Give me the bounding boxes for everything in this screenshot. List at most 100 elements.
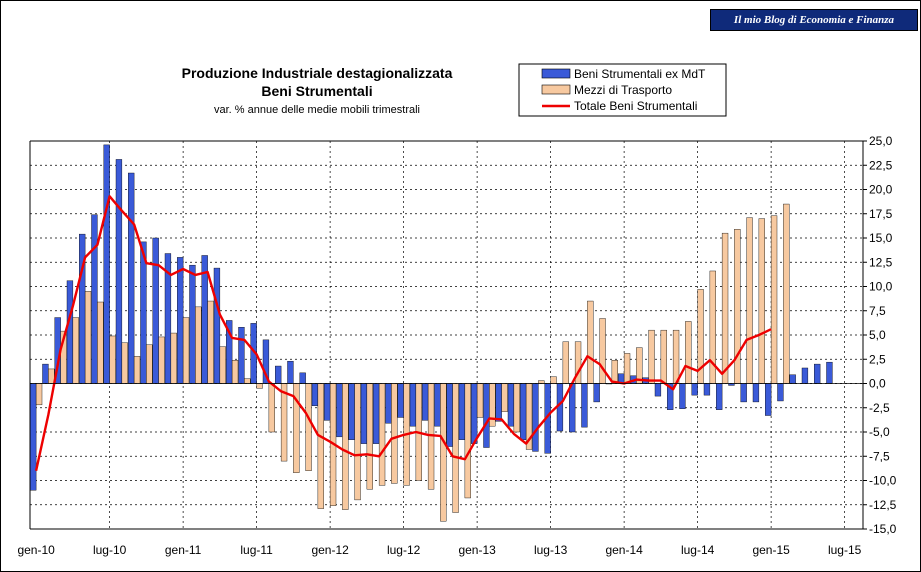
x-tick-label: lug-10 bbox=[93, 543, 127, 557]
bar-mezzi-di-trasporto bbox=[501, 383, 508, 412]
bar-beni-strumentali bbox=[422, 383, 429, 421]
y-tick-label: 17,5 bbox=[869, 207, 893, 221]
chart-subtitle: var. % annue delle medie mobili trimestr… bbox=[214, 104, 420, 116]
bar-mezzi-di-trasporto bbox=[231, 360, 239, 384]
bar-beni-strumentali bbox=[740, 383, 747, 403]
series-mezzi-di-trasporto bbox=[35, 203, 790, 522]
bar-beni-strumentali bbox=[703, 383, 711, 396]
bar-mezzi-di-trasporto bbox=[636, 347, 643, 384]
x-tick-label: gen-11 bbox=[165, 543, 202, 557]
x-tick-label: lug-11 bbox=[240, 543, 273, 557]
y-tick-label: 25,0 bbox=[869, 134, 893, 148]
bar-mezzi-di-trasporto bbox=[391, 383, 398, 484]
bar-mezzi-di-trasporto bbox=[268, 383, 275, 433]
y-tick-label: -10,0 bbox=[869, 474, 897, 488]
y-tick-label: 15,0 bbox=[869, 231, 893, 245]
x-tick-label: gen-12 bbox=[311, 543, 349, 557]
bar-beni-strumentali bbox=[765, 383, 772, 416]
bar-beni-strumentali bbox=[471, 383, 478, 444]
y-tick-labels: -15,0 -12,5 -10,0 -7,5 -5,0 -2,5 0,0 2,5 5,0 7,5 1… bbox=[869, 134, 897, 536]
y-tick-label: -2,5 bbox=[869, 401, 890, 415]
bar-mezzi-di-trasporto bbox=[685, 321, 692, 384]
bar-mezzi-di-trasporto bbox=[109, 335, 116, 384]
y-tick-label: 2,5 bbox=[869, 352, 886, 366]
bar-mezzi-di-trasporto bbox=[783, 203, 790, 384]
bar-mezzi-di-trasporto bbox=[452, 383, 459, 513]
bar-mezzi-di-trasporto bbox=[366, 383, 373, 490]
bar-beni-strumentali bbox=[679, 383, 686, 409]
y-tick-label: 22,5 bbox=[869, 158, 893, 172]
y-tick-label: 20,0 bbox=[869, 183, 893, 197]
bar-mezzi-di-trasporto bbox=[354, 383, 361, 501]
bar-mezzi-di-trasporto bbox=[770, 215, 778, 384]
bar-beni-strumentali bbox=[275, 365, 282, 384]
bar-mezzi-di-trasporto bbox=[35, 383, 43, 406]
bar-beni-strumentali bbox=[446, 383, 453, 447]
x-tick-label: gen-15 bbox=[752, 543, 790, 557]
bar-beni-strumentali bbox=[495, 383, 502, 422]
bar-beni-strumentali bbox=[434, 383, 441, 427]
bar-beni-strumentali bbox=[311, 383, 319, 407]
bar-mezzi-di-trasporto bbox=[464, 383, 471, 499]
legend-swatch-beni-strumentali bbox=[541, 68, 571, 79]
bar-mezzi-di-trasporto bbox=[746, 217, 753, 384]
bar-beni-strumentali bbox=[385, 383, 392, 424]
bar-beni-strumentali bbox=[409, 383, 417, 427]
bar-mezzi-di-trasporto bbox=[587, 300, 594, 384]
bar-beni-strumentali bbox=[299, 372, 306, 384]
bar-mezzi-di-trasporto bbox=[672, 329, 680, 384]
axes bbox=[29, 140, 867, 530]
legend-label-beni-strumentali: Beni Strumentali ex MdT bbox=[574, 67, 706, 81]
bar-mezzi-di-trasporto bbox=[146, 344, 153, 384]
bar-mezzi-di-trasporto bbox=[538, 380, 545, 384]
bar-mezzi-di-trasporto bbox=[648, 329, 655, 384]
x-tick-label: gen-10 bbox=[17, 543, 55, 557]
bar-mezzi-di-trasporto bbox=[758, 218, 765, 384]
bar-beni-strumentali bbox=[777, 383, 784, 402]
bar-beni-strumentali bbox=[336, 383, 343, 438]
blog-brand-label: Il mio Blog di Economia e Finanza bbox=[710, 9, 918, 31]
bar-beni-strumentali bbox=[66, 280, 74, 384]
y-tick-label: -15,0 bbox=[869, 522, 897, 536]
bar-beni-strumentali bbox=[483, 383, 490, 448]
bar-mezzi-di-trasporto bbox=[721, 232, 729, 384]
bar-beni-strumentali bbox=[324, 383, 331, 421]
bar-beni-strumentali bbox=[520, 383, 527, 440]
bar-beni-strumentali bbox=[360, 383, 368, 444]
bar-beni-strumentali bbox=[581, 383, 588, 428]
bar-mezzi-di-trasporto bbox=[476, 383, 484, 418]
bar-mezzi-di-trasporto bbox=[440, 383, 447, 522]
x-tick-label: lug-15 bbox=[828, 543, 862, 557]
bar-beni-strumentali bbox=[128, 172, 135, 384]
legend: Beni Strumentali ex MdT Mezzi di Traspor… bbox=[518, 63, 727, 117]
bar-beni-strumentali bbox=[177, 257, 184, 384]
y-tick-label: 0,0 bbox=[869, 377, 886, 391]
bar-beni-strumentali bbox=[507, 383, 515, 427]
bar-beni-strumentali bbox=[189, 264, 196, 384]
bar-beni-strumentali bbox=[801, 367, 809, 384]
x-tick-label: lug-14 bbox=[681, 543, 715, 557]
chart-title-2: Beni Strumentali bbox=[261, 83, 372, 99]
bar-beni-strumentali bbox=[42, 363, 49, 384]
bar-beni-strumentali bbox=[752, 383, 760, 403]
legend-label-mezzi-di-trasporto: Mezzi di Trasporto bbox=[574, 83, 672, 97]
bar-beni-strumentali bbox=[691, 383, 698, 396]
bar-mezzi-di-trasporto bbox=[121, 342, 128, 384]
bar-beni-strumentali bbox=[569, 383, 576, 433]
x-tick-label: lug-12 bbox=[387, 543, 421, 557]
x-tick-label: lug-13 bbox=[534, 543, 568, 557]
y-tick-label: 10,0 bbox=[869, 280, 893, 294]
bar-beni-strumentali bbox=[238, 327, 245, 384]
bar-beni-strumentali bbox=[826, 361, 833, 384]
bar-beni-strumentali bbox=[458, 383, 466, 440]
bar-mezzi-di-trasporto bbox=[342, 383, 349, 510]
bar-beni-strumentali bbox=[201, 255, 208, 384]
y-tick-label: -7,5 bbox=[869, 449, 890, 463]
bar-mezzi-di-trasporto bbox=[97, 301, 104, 384]
bar-beni-strumentali bbox=[654, 383, 662, 397]
y-tick-label: 5,0 bbox=[869, 328, 886, 342]
bar-mezzi-di-trasporto bbox=[158, 336, 165, 384]
bar-beni-strumentali bbox=[115, 159, 123, 384]
